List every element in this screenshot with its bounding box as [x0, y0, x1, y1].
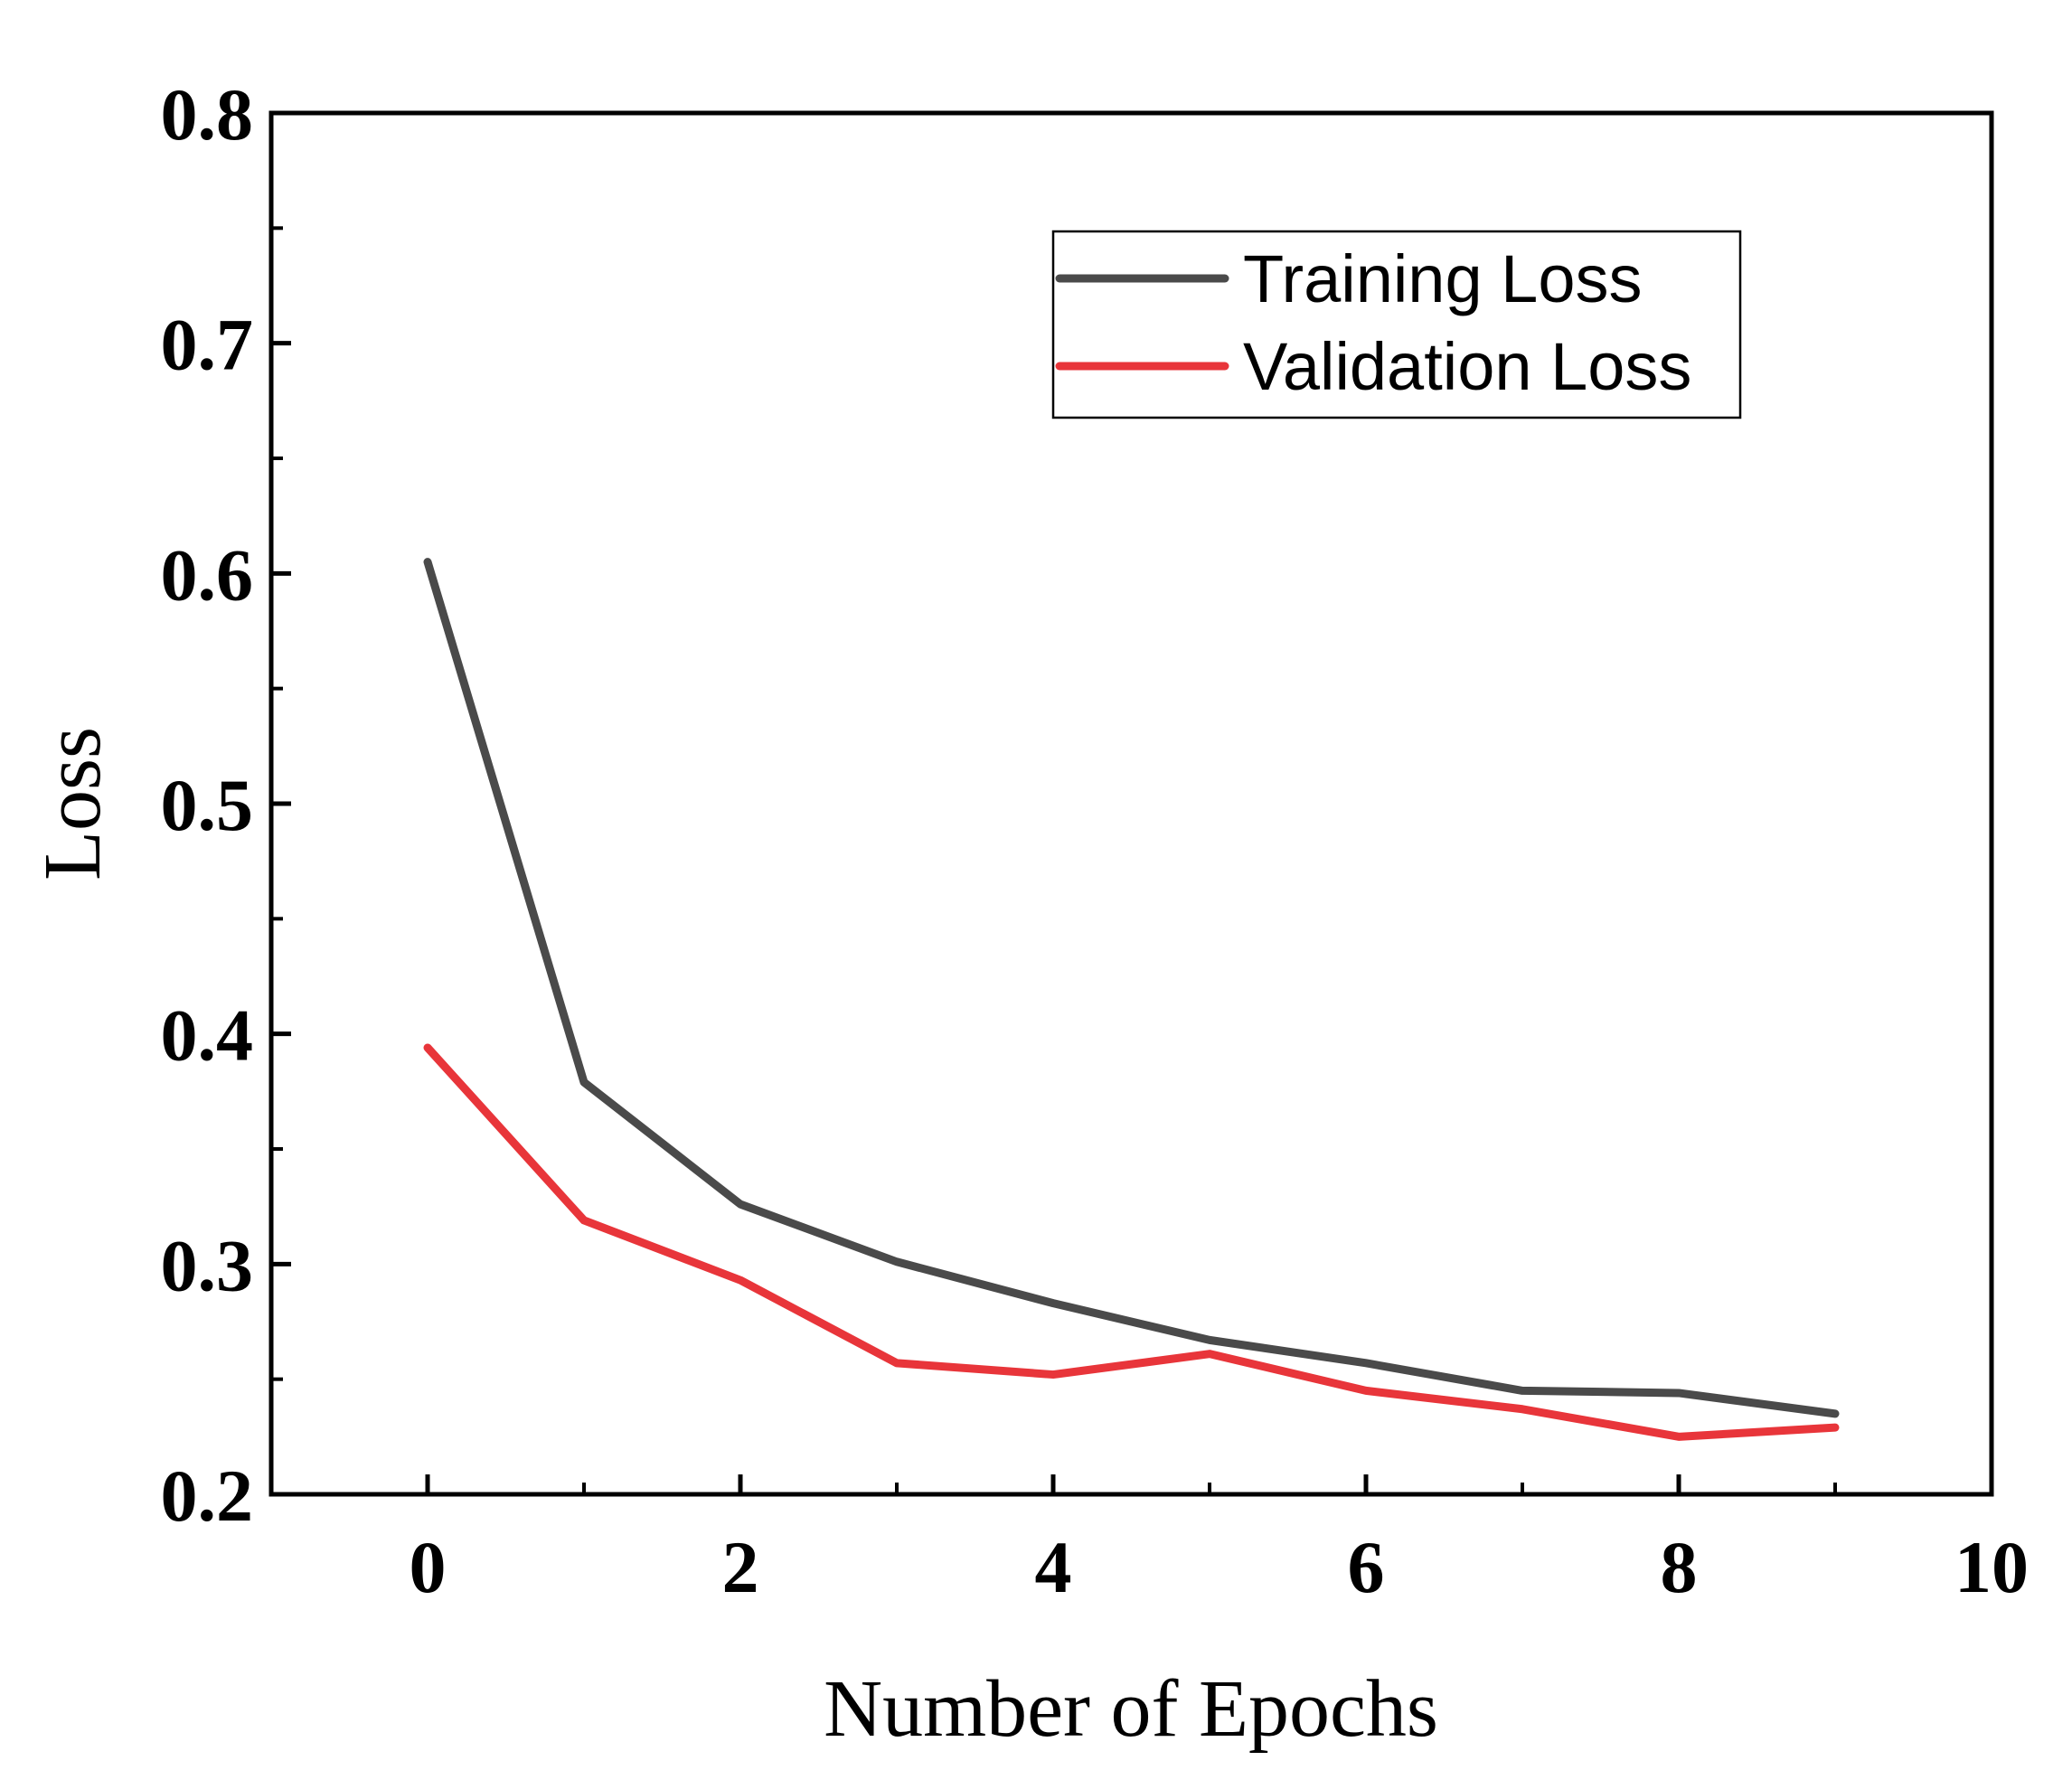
legend-label-validation: Validation Loss: [1243, 329, 1691, 404]
y-tick-label: 0.6: [161, 533, 254, 616]
validation-loss-line: [423, 1043, 1840, 1441]
y-tick-label: 0.5: [161, 764, 254, 846]
x-tick-label: 6: [1348, 1526, 1385, 1608]
x-tick-label: 4: [1035, 1526, 1072, 1608]
x-tick-label: 0: [410, 1526, 447, 1608]
series-layer: [423, 558, 1840, 1441]
y-tick-label: 0.7: [161, 304, 254, 386]
y-tick-label: 0.8: [161, 73, 254, 155]
legend-label-training: Training Loss: [1243, 241, 1642, 316]
x-tick-label: 10: [1954, 1526, 2029, 1608]
x-axis-title: Number of Epochs: [824, 1664, 1438, 1754]
legend-box: [1051, 230, 1742, 419]
training-loss-line: [423, 558, 1840, 1418]
y-tick-label: 0.2: [161, 1455, 254, 1537]
tick-labels-layer: 0.2 0.3 0.4 0.5 0.6 0.7 0.8 0 2 4 6 8 10: [161, 73, 2030, 1608]
x-tick-label: 2: [722, 1526, 759, 1608]
plot-frame: [268, 110, 1994, 1497]
x-tick-label: 8: [1661, 1526, 1698, 1608]
y-axis-title: Loss: [28, 727, 118, 880]
legend: Training Loss Validation Loss: [1051, 230, 1742, 419]
y-tick-label: 0.3: [161, 1224, 254, 1306]
y-tick-label: 0.4: [161, 994, 254, 1077]
